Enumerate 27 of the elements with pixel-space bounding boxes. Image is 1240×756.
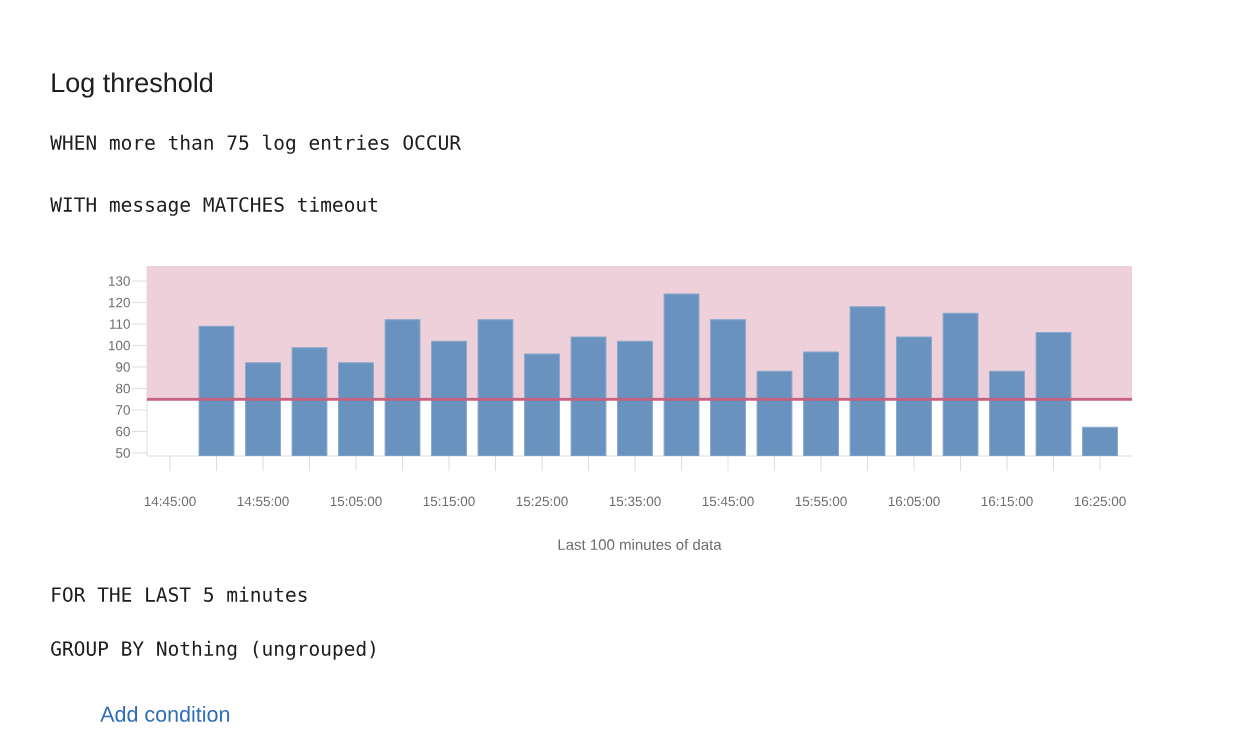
- x-tick-label: 15:05:00: [330, 496, 382, 507]
- y-tick-label: 120: [108, 297, 130, 308]
- y-tick-label: 90: [116, 362, 130, 372]
- text: FOR THE LAST 5 minutes: [52, 586, 307, 602]
- y-tick-label: 100: [108, 340, 130, 351]
- y-tick-label: 60: [116, 426, 130, 437]
- x-axis-title: Last 100 minutes of data: [558, 538, 722, 550]
- chart-title: Log threshold: [52, 72, 213, 98]
- x-tick-label: 15:25:00: [516, 496, 568, 507]
- x-tick-label: 16:05:00: [888, 496, 940, 507]
- x-tick-label: 15:15:00: [423, 496, 475, 507]
- x-tick-label: 14:55:00: [237, 496, 289, 507]
- x-tick-label: 15:35:00: [609, 496, 661, 507]
- x-tick-label: 15:55:00: [795, 496, 847, 507]
- y-tick-label: 110: [109, 319, 130, 329]
- x-tick-label: 16:15:00: [981, 496, 1033, 507]
- y-tick-label: 130: [108, 276, 130, 286]
- x-tick-label: 15:45:00: [702, 496, 754, 507]
- y-tick-label: 50: [115, 448, 130, 458]
- text: Add condition: [100, 706, 230, 722]
- x-tick-label: 14:45:00: [144, 496, 196, 507]
- text: WHEN more than 75 log entries OCCUR: [50, 134, 462, 154]
- text: WITH message MATCHES timeout: [50, 196, 377, 216]
- y-tick-label: 80: [116, 383, 130, 394]
- text: GROUP BY Nothing (ungrouped): [51, 640, 375, 660]
- y-tick-label: 70: [116, 405, 130, 415]
- x-tick-label: 16:25:00: [1074, 496, 1126, 507]
